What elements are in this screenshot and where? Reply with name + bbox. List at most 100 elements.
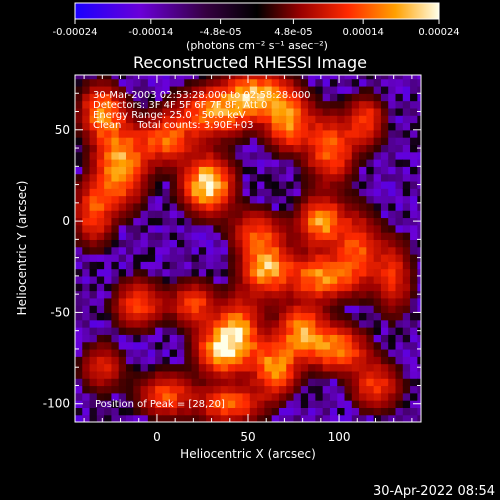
heatmap-cell — [359, 246, 367, 255]
heatmap-cell — [257, 275, 265, 284]
heatmap-cell — [169, 305, 178, 314]
heatmap-cell — [315, 363, 324, 372]
heatmap-cell — [147, 137, 156, 145]
heatmap-cell — [286, 173, 295, 182]
heatmap-cell — [373, 261, 382, 270]
heatmap-cell — [89, 195, 98, 204]
heatmap-cell — [329, 319, 338, 328]
heatmap-cell — [198, 400, 207, 408]
heatmap-cell — [315, 334, 324, 343]
heatmap-cell — [322, 85, 331, 94]
heatmap-cell — [359, 224, 367, 233]
heatmap-cell — [337, 85, 346, 94]
heatmap-cell — [249, 356, 258, 365]
heatmap-cell — [257, 166, 265, 175]
heatmap-cell — [373, 268, 382, 277]
heatmap-cell — [118, 188, 127, 197]
heatmap-cell — [388, 195, 397, 204]
heatmap-cell — [300, 305, 309, 314]
heatmap-cell — [133, 202, 142, 211]
heatmap-cell — [410, 341, 418, 350]
heatmap-cell — [315, 407, 324, 416]
heatmap-cell — [329, 151, 338, 160]
heatmap-cell — [300, 180, 309, 189]
heatmap-cell — [359, 348, 367, 357]
heatmap-cell — [96, 327, 105, 335]
heatmap-cell — [235, 378, 244, 387]
heatmap-cell — [264, 290, 273, 299]
heatmap-cell — [300, 75, 309, 80]
heatmap-cell — [271, 290, 280, 299]
heatmap-cell — [147, 144, 156, 153]
heatmap-cell — [337, 312, 346, 321]
heatmap-cell — [89, 327, 98, 335]
heatmap-cell — [104, 261, 113, 270]
heatmap-cell — [380, 370, 389, 379]
heatmap-cell — [359, 137, 367, 145]
heatmap-cell — [344, 356, 353, 365]
heatmap-cell — [373, 275, 382, 284]
heatmap-cell — [417, 392, 421, 401]
heatmap-cell — [155, 407, 164, 416]
heatmap-cell — [351, 253, 360, 262]
heatmap-cell — [359, 275, 367, 284]
heatmap-cell — [96, 85, 105, 94]
heatmap-cell — [96, 144, 105, 153]
heatmap-cell — [169, 275, 178, 284]
heatmap-cell — [359, 75, 367, 80]
heatmap-cell — [147, 217, 156, 226]
heatmap-cell — [344, 202, 353, 211]
heatmap-cell — [308, 137, 316, 145]
heatmap-cell — [111, 334, 120, 343]
heatmap-cell — [293, 224, 302, 233]
heatmap-cell — [329, 327, 338, 335]
heatmap-cell — [96, 173, 105, 182]
heatmap-cell — [329, 341, 338, 350]
heatmap-cell — [271, 275, 280, 284]
heatmap-cell — [322, 217, 331, 226]
heatmap-cell — [169, 363, 178, 372]
heatmap-cell — [111, 151, 120, 160]
heatmap-cell — [198, 305, 207, 314]
heatmap-cell — [373, 327, 382, 335]
heatmap-cell — [402, 356, 411, 365]
heatmap-cell — [366, 217, 375, 226]
heatmap-cell — [82, 144, 91, 153]
heatmap-cell — [89, 385, 98, 394]
heatmap-cell — [278, 407, 287, 416]
heatmap-cell — [169, 378, 178, 387]
heatmap-cell — [359, 129, 367, 138]
heatmap-cell — [111, 312, 120, 321]
heatmap-cell — [198, 356, 207, 365]
heatmap-cell — [286, 305, 295, 314]
heatmap-cell — [169, 100, 178, 109]
heatmap-cell — [206, 137, 214, 145]
heatmap-cell — [111, 268, 120, 277]
heatmap-cell — [293, 195, 302, 204]
heatmap-cell — [351, 151, 360, 160]
heatmap-cell — [155, 414, 164, 422]
heatmap-cell — [402, 151, 411, 160]
heatmap-cell — [395, 159, 404, 167]
heatmap-cell — [300, 100, 309, 109]
heatmap-cell — [308, 107, 316, 116]
heatmap-cell — [235, 210, 244, 219]
heatmap-cell — [410, 210, 418, 219]
heatmap-cell — [402, 129, 411, 138]
heatmap-cell — [300, 334, 309, 343]
heatmap-cell — [111, 290, 120, 299]
heatmap-cell — [133, 356, 142, 365]
heatmap-cell — [155, 144, 164, 153]
heatmap-cell — [104, 122, 113, 131]
heatmap-cell — [184, 319, 193, 328]
heatmap-cell — [75, 75, 83, 80]
heatmap-cell — [184, 107, 193, 116]
heatmap-cell — [125, 239, 134, 248]
heatmap-cell — [417, 407, 421, 416]
heatmap-cell — [155, 195, 164, 204]
heatmap-cell — [169, 327, 178, 335]
heatmap-cell — [249, 239, 258, 248]
heatmap-cell — [125, 400, 134, 408]
heatmap-cell — [155, 173, 164, 182]
heatmap-cell — [133, 283, 142, 292]
